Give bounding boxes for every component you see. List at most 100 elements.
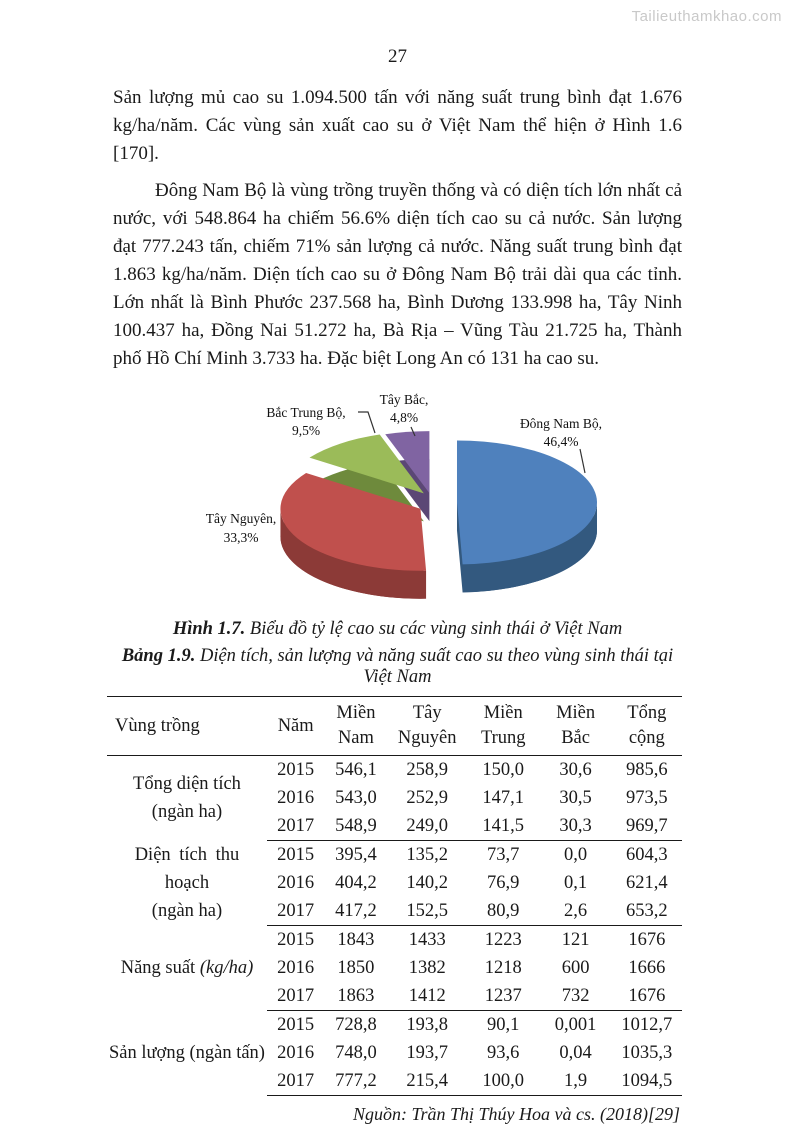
table-cell: 1237 [466,982,540,1011]
table-cell: 546,1 [335,760,377,780]
table-cell: 2015 [277,760,315,780]
watermark: Tailieuthamkhao.com [631,8,782,25]
table-cell: 395,4 [335,845,377,865]
table-cell: 135,2 [406,845,448,865]
table-cell: 2015 [277,930,315,950]
header-cell-tong-cong: Tổng cộng [611,696,682,756]
pie-slice-wall [462,502,597,593]
table-cell: 2017 [266,982,325,1011]
table-cell: 969,7 [611,812,682,841]
group-label: Tổng diện tích (ngàn ha) [133,774,241,823]
table-cell: 76,9 [487,873,520,893]
table-cell: 2016 [277,1043,315,1063]
header-cell-mien-nam: Miền Nam [324,696,388,756]
table-cell: 1843 [337,930,375,950]
table-caption-text: Diện tích, sản lượng và năng suất cao su… [199,646,674,687]
pie-slice-top [309,434,424,494]
table-cell: 1012,7 [621,1015,673,1035]
table-cell: 1094,5 [611,1067,682,1096]
pie-slice-wall [280,508,427,599]
table-group-harvested-area: Diện tích thu hoạch (ngàn ha) 2015 395,4… [107,841,682,926]
pie-label-bac-trung-bo: Bắc Trung Bộ, [266,405,345,420]
table-cell: 0,1 [564,873,588,893]
table-cell: 621,4 [626,873,668,893]
table-cell: 150,0 [482,760,525,780]
figure-caption: Hình 1.7. Biểu đồ tỷ lệ cao su các vùng … [113,619,682,640]
table-cell: 30,5 [559,788,592,808]
table-row: 2016 1850 1382 1218 600 1666 [107,954,682,982]
table-cell: 141,5 [466,812,540,841]
group-label: Sản lượng (ngàn tấn) [109,1043,265,1063]
table-row: Sản lượng (ngàn tấn) 2015 728,8 193,8 90… [107,1011,682,1063]
table-cell: 600 [561,958,590,978]
pie-label-tay-bac: Tây Bắc, [380,392,429,407]
table-cell: 417,2 [324,897,388,926]
table-row: Tổng diện tích (ngàn ha) 2015 546,1 258,… [107,756,682,822]
table-cell: 100,0 [466,1067,540,1096]
header-cell-year: Năm [266,696,325,756]
table-cell: 152,5 [387,897,467,926]
table-cell: 2015 [277,845,315,865]
figure-caption-label: Hình 1.7. [172,619,246,639]
table-cell: 0,0 [564,845,588,865]
table-caption-label: Bảng 1.9. [121,646,196,666]
table-cell: 30,6 [559,760,592,780]
table-cell: 93,6 [487,1043,520,1063]
table-cell: 604,3 [626,845,668,865]
table-cell: 1218 [484,958,522,978]
pie-label-tay-nguyen: Tây Nguyên, [206,511,276,526]
table-cell: 543,0 [335,788,377,808]
table-header-row: Vùng trồng Năm Miền Nam Tây Nguyên Miền … [107,696,682,756]
table-cell: 2016 [277,873,315,893]
table-cell: 147,1 [482,788,525,808]
table-row: 2017 548,9 249,0 141,5 30,3 969,7 [107,812,682,841]
table-cell: 2016 [277,958,315,978]
pie-label-dong-nam-bo: Đông Nam Bộ, [520,416,602,431]
table-cell: 30,3 [539,812,612,841]
table-cell: 732 [539,982,612,1011]
table-group-yield: Năng suất (kg/ha) 2015 1843 1433 1223 12… [107,926,682,1011]
table-cell: 80,9 [466,897,540,926]
header-cell-mien-bac: Miền Bắc [539,696,612,756]
table-row: 2017 777,2 215,4 100,0 1,9 1094,5 [107,1067,682,1096]
pie-label-tay-nguyen-value: 33,3% [224,530,259,545]
pie-slice-top [280,472,427,571]
paragraph-1: Sản lượng mủ cao su 1.094.500 tấn với nă… [113,87,682,164]
table-cell: 215,4 [387,1067,467,1096]
table-cell: 1,9 [539,1067,612,1096]
table-cell: 90,1 [487,1015,520,1035]
leader-line-tay-bac [410,426,416,437]
group-label: Năng suất (kg/ha) [120,958,254,978]
table-source: Nguồn: Trần Thị Thúy Hoa và cs. (2018)[2… [352,1104,680,1124]
table-cell: 0,04 [559,1043,592,1063]
table-cell: 1412 [387,982,467,1011]
pie-slice-top [456,440,597,565]
table-row: Năng suất (kg/ha) 2015 1843 1433 1223 12… [107,926,682,978]
table-cell: 548,9 [324,812,388,841]
group-label: Diện tích thu hoạch (ngàn ha) [134,845,240,921]
table-row: 2016 404,2 140,2 76,9 0,1 621,4 [107,869,682,897]
table-cell: 73,7 [487,845,520,865]
pie-label-tay-bac-value: 4,8% [390,410,418,425]
table-cell: 1433 [408,930,446,950]
table-row: 2017 417,2 152,5 80,9 2,6 653,2 [107,897,682,926]
pie-slice-top [385,431,430,494]
table-cell: 0,001 [554,1015,597,1035]
table-cell: 777,2 [324,1067,388,1096]
header-cell-region: Vùng trồng [107,696,267,756]
page-number: 27 [388,46,407,67]
table-cell: 252,9 [406,788,448,808]
table-cell: 1666 [628,958,666,978]
table-cell: 728,8 [335,1015,377,1035]
table-cell: 653,2 [611,897,682,926]
table-cell: 258,9 [406,760,448,780]
table-caption: Bảng 1.9. Diện tích, sản lượng và năng s… [113,646,682,688]
pie-label-bac-trung-bo-value: 9,5% [292,423,320,438]
pie-chart-labels: Tây Bắc, 4,8% Bắc Trung Bộ, 9,5% Đông Na… [206,392,602,545]
table-cell: 193,7 [406,1043,448,1063]
figure-caption-text: Biểu đồ tỷ lệ cao su các vùng sinh thái … [249,619,623,639]
table-cell: 2017 [266,897,325,926]
table-row: 2016 543,0 252,9 147,1 30,5 973,5 [107,784,682,812]
table-cell: 249,0 [387,812,467,841]
